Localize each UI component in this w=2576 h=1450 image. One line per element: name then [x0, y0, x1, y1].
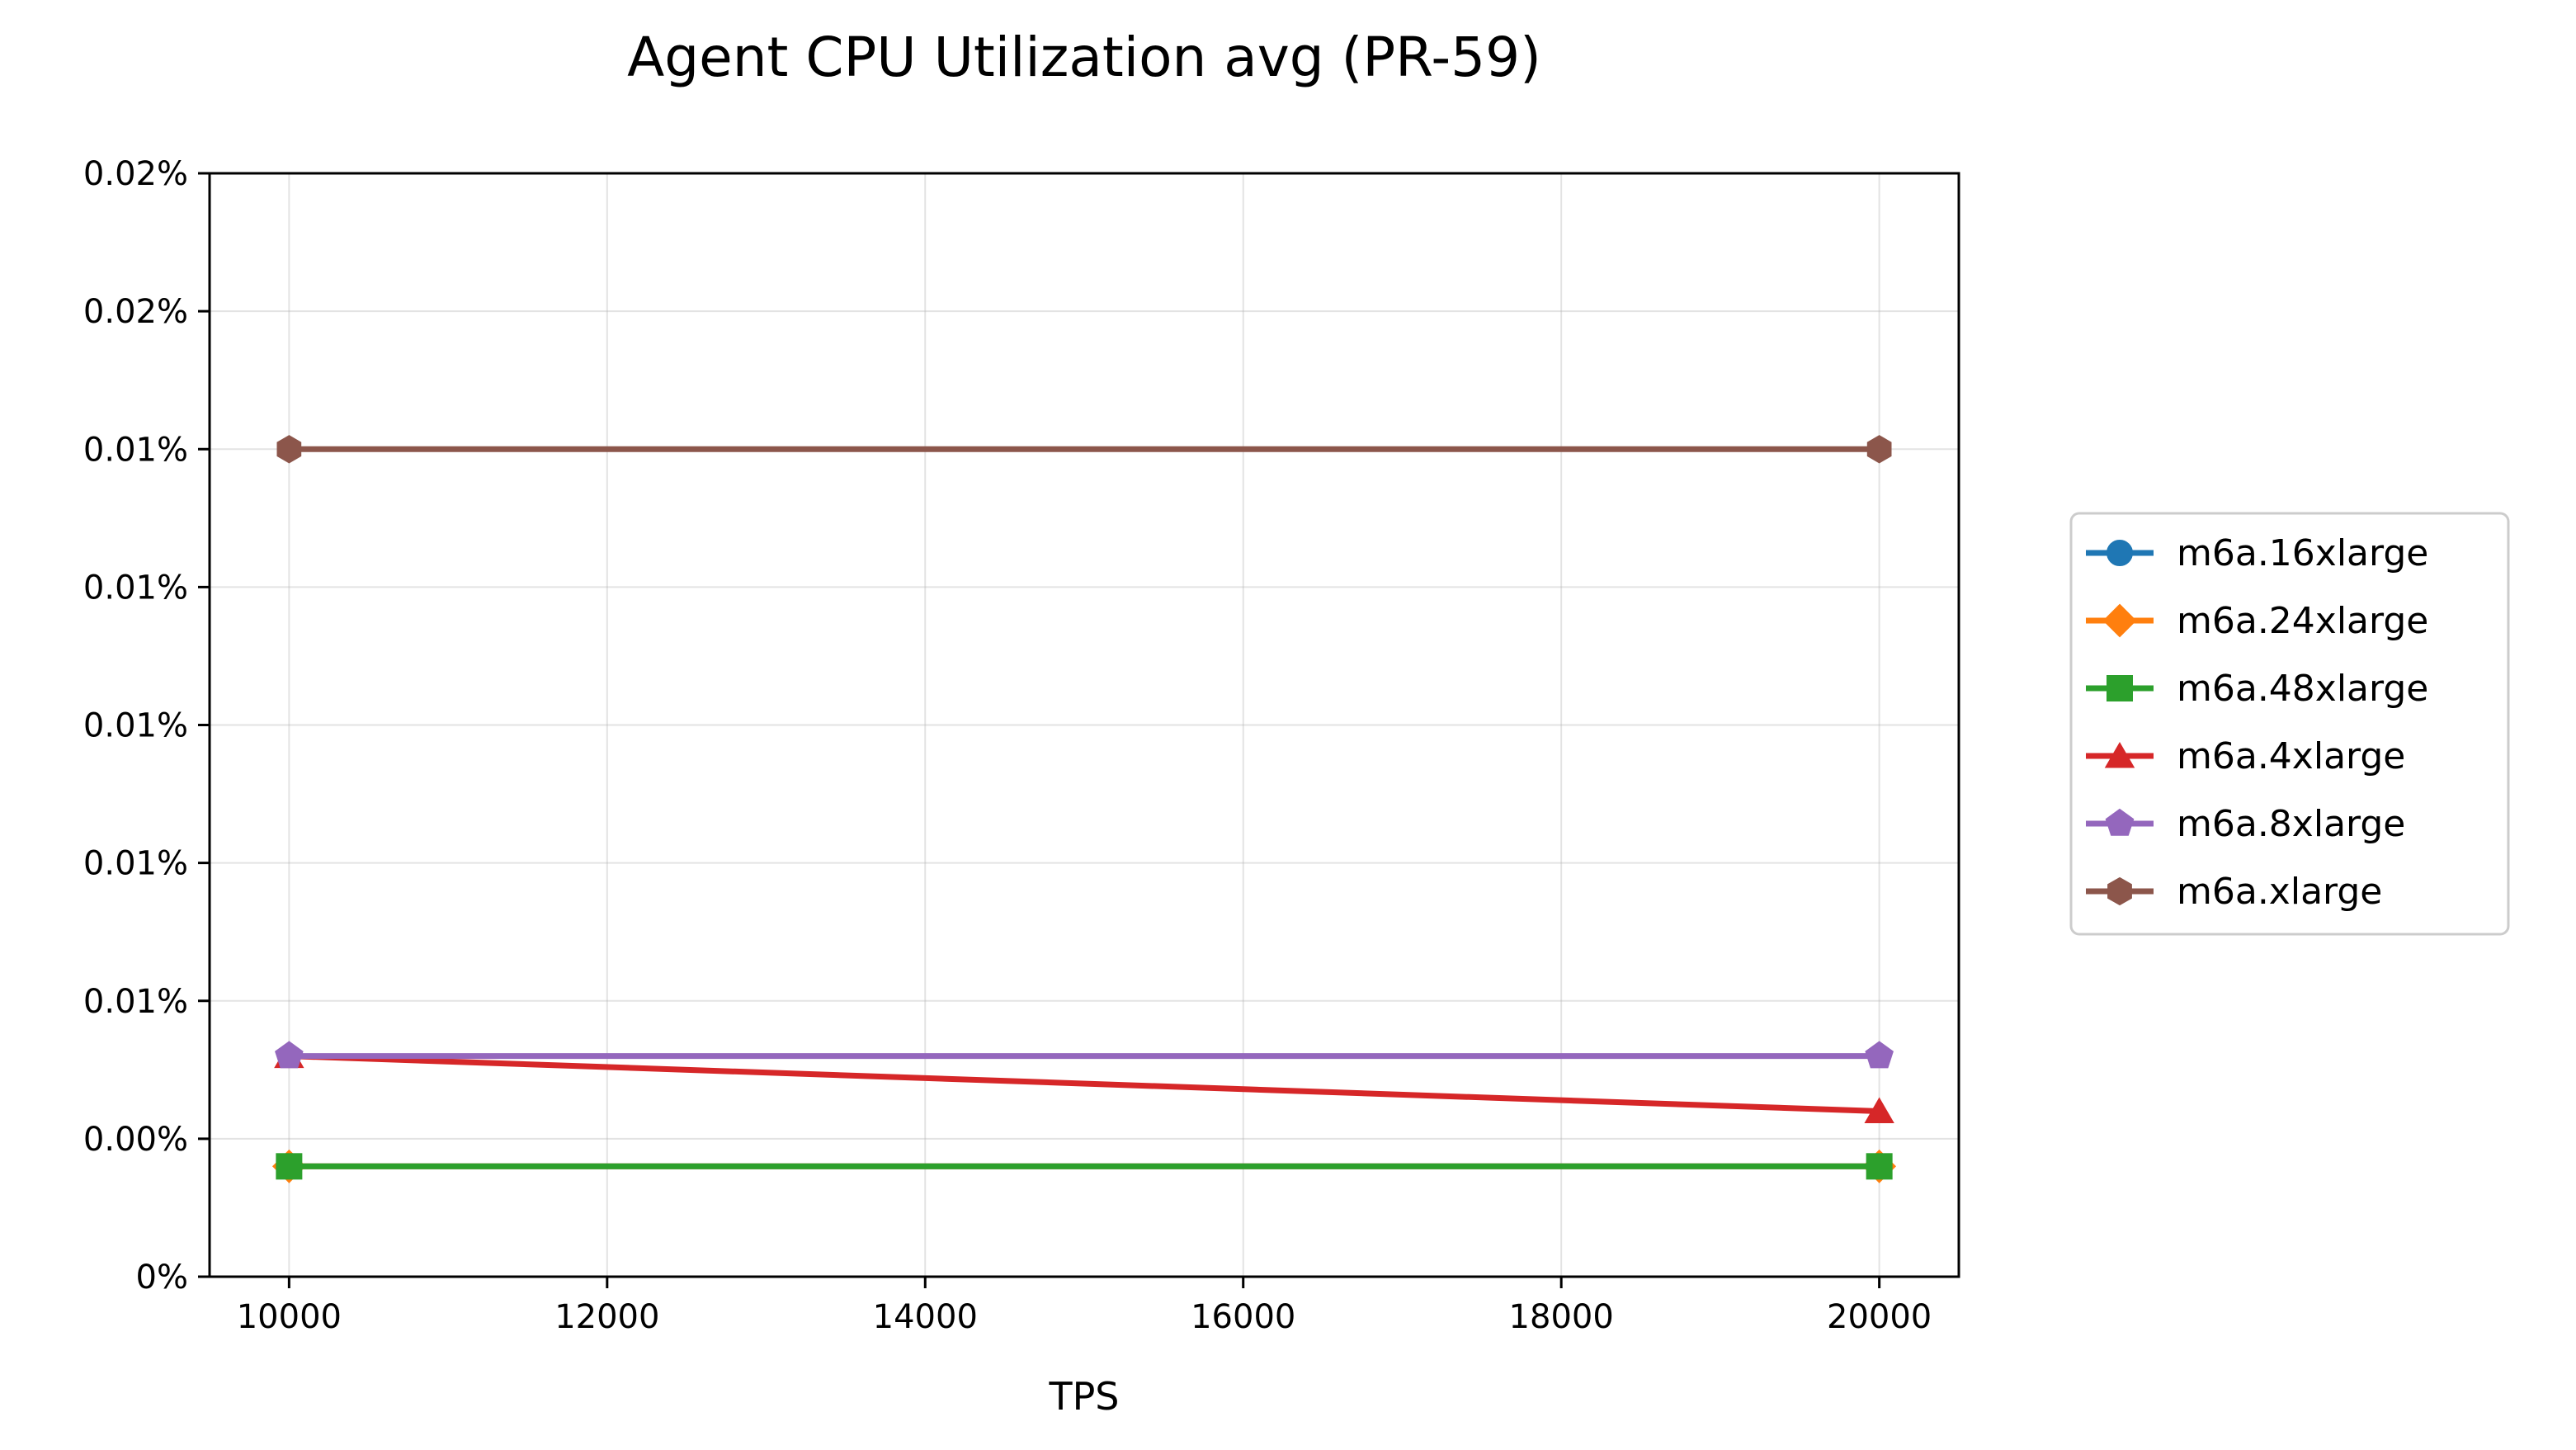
legend-item: m6a.16xlarge: [2086, 532, 2428, 574]
legend-marker: [2102, 603, 2137, 638]
y-axis: 0% 0.00% 0.01% 0.01% 0.01% 0.01% 0.01% 0.02% 0.0…: [83, 155, 210, 1296]
data-point: [1866, 1153, 1893, 1180]
series-m6a.xlarge: [276, 435, 1892, 464]
legend-marker: [2107, 876, 2132, 906]
legend-item: m6a.xlarge: [2086, 871, 2382, 913]
y-tick-label: 0.01%: [83, 845, 188, 883]
x-tick-label: 20000: [1827, 1298, 1932, 1336]
legend-label: m6a.4xlarge: [2177, 735, 2405, 777]
legend-marker: [2107, 675, 2133, 701]
chart-title: Agent CPU Utilization avg (PR-59): [627, 26, 1541, 89]
x-tick-label: 10000: [237, 1298, 342, 1336]
legend-item: m6a.4xlarge: [2086, 735, 2405, 777]
y-tick-label: 0.02%: [83, 293, 188, 331]
y-tick-label: 0%: [136, 1259, 188, 1296]
legend-item: m6a.48xlarge: [2086, 668, 2428, 710]
series-m6a.48xlarge: [276, 1153, 1893, 1180]
data-point: [276, 435, 302, 464]
x-tick-label: 16000: [1191, 1298, 1295, 1336]
legend-item: m6a.24xlarge: [2086, 600, 2428, 642]
y-tick-label: 0.01%: [83, 983, 188, 1021]
x-tick-label: 12000: [554, 1298, 659, 1336]
series-line: [285, 1053, 1883, 1114]
legend-label: m6a.24xlarge: [2177, 600, 2428, 642]
legend-label: m6a.8xlarge: [2177, 803, 2405, 845]
x-tick-label: 18000: [1509, 1298, 1614, 1336]
series-layer: [271, 435, 1897, 1183]
legend-marker: [2107, 540, 2133, 566]
y-tick-label: 0.01%: [83, 431, 188, 469]
y-tick-label: 0.02%: [83, 155, 188, 193]
y-tick-label: 0.01%: [83, 707, 188, 745]
data-point: [1866, 435, 1892, 464]
data-point: [1864, 1097, 1894, 1123]
x-axis-label: TPS: [1048, 1374, 1119, 1419]
x-axis: 10000 12000 14000 16000 18000 20000: [237, 1277, 1932, 1336]
y-tick-label: 0.00%: [83, 1121, 188, 1159]
legend-label: m6a.16xlarge: [2177, 532, 2428, 574]
data-point: [275, 1041, 304, 1069]
legend-marker: [2105, 808, 2135, 836]
data-point: [276, 1153, 303, 1180]
legend: m6a.16xlarge m6a.24xlarge m6a.48xlarge m6a.…: [2069, 512, 2510, 936]
legend-item: m6a.8xlarge: [2086, 803, 2405, 845]
legend-label: m6a.xlarge: [2177, 871, 2382, 913]
legend-marker: [2104, 742, 2135, 768]
data-point: [1865, 1041, 1894, 1069]
x-tick-label: 14000: [873, 1298, 978, 1336]
y-tick-label: 0.01%: [83, 569, 188, 607]
legend-label: m6a.48xlarge: [2177, 668, 2428, 710]
series-m6a.8xlarge: [275, 1041, 1894, 1069]
legend-box: [2069, 512, 2510, 936]
